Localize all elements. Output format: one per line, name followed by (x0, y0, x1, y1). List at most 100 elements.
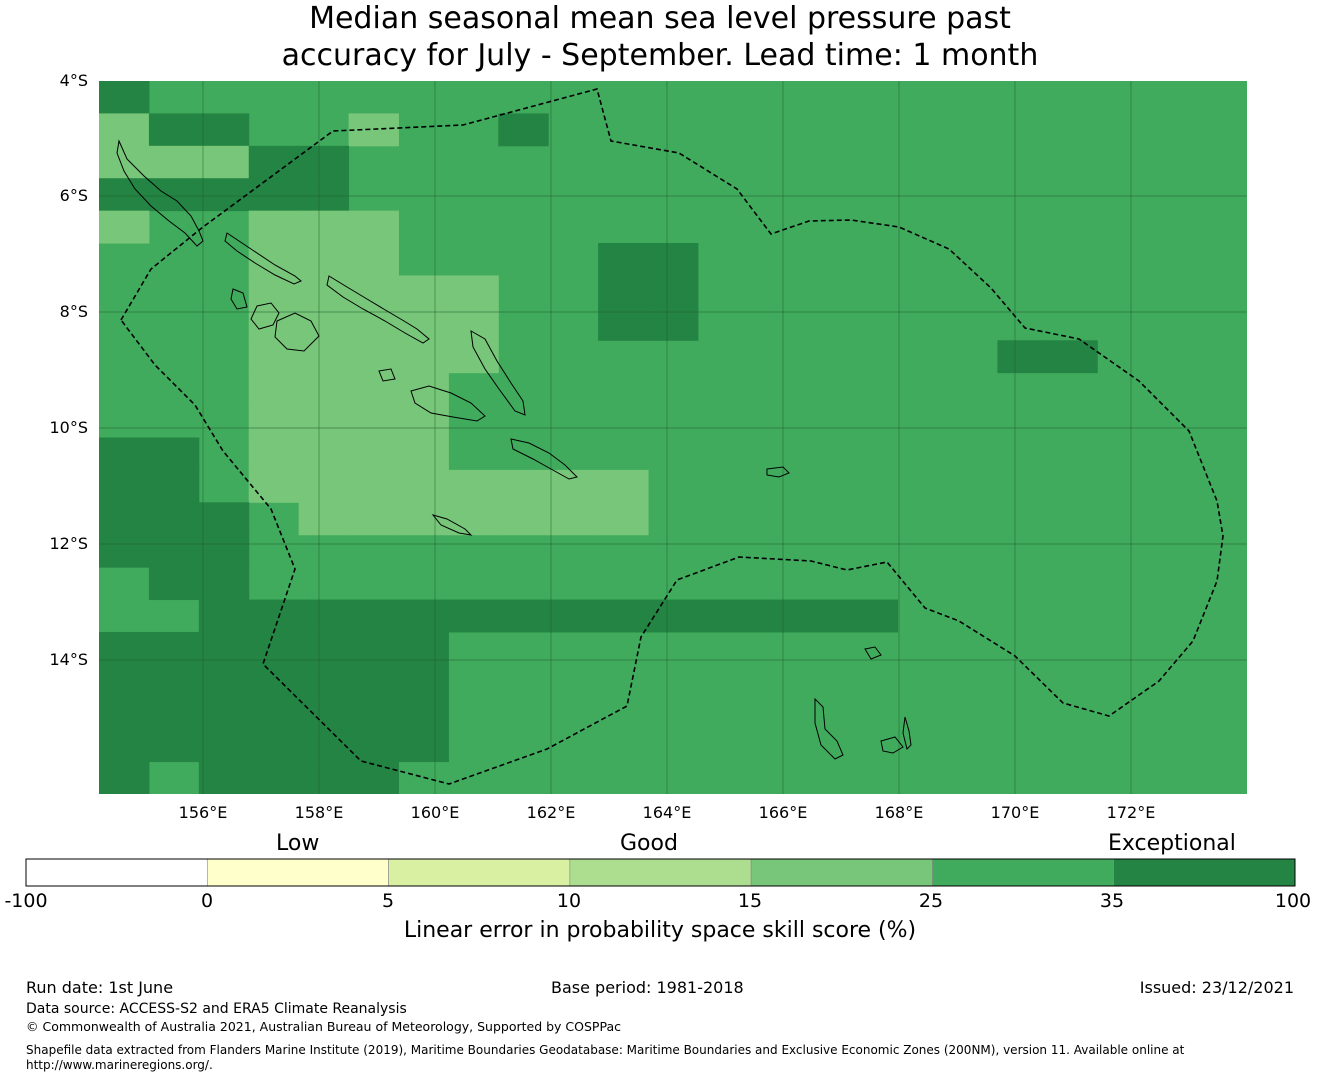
skill-cell (198, 178, 250, 212)
skill-cell (99, 729, 150, 763)
skill-cell (398, 469, 449, 503)
skill-cell (448, 469, 499, 503)
skill-cell (298, 307, 350, 341)
skill-cell (398, 631, 449, 665)
skill-cell (648, 307, 699, 341)
shapefile-credit: Shapefile data extracted from Flanders M… (26, 1043, 1306, 1073)
colorbar-tick-label: 10 (556, 890, 582, 912)
skill-cell (248, 729, 300, 763)
colorbar-tick-label: -100 (4, 890, 48, 912)
base-period: Base period: 1981-2018 (551, 978, 744, 997)
coast-rennell (431, 514, 473, 536)
skill-cell (99, 696, 150, 730)
skill-cell (99, 761, 150, 794)
skill-cell (648, 275, 699, 309)
lat-tick-label: 10°S (49, 418, 88, 437)
skill-cell (198, 567, 250, 601)
skill-cell (148, 469, 200, 503)
colorbar-swatch (388, 858, 571, 887)
skill-cell (298, 243, 350, 276)
issued-date: Issued: 23/12/2021 (1139, 978, 1294, 997)
skill-cell (198, 631, 250, 665)
title-line-2: accuracy for July - September. Lead time… (281, 38, 1039, 73)
lat-tick-label: 4°S (59, 71, 88, 90)
category-label-good: Good (620, 831, 678, 856)
skill-cell (697, 599, 749, 633)
lon-tick-label: 160°E (410, 803, 460, 822)
skill-cell (148, 534, 200, 568)
skill-cell (148, 664, 200, 698)
skill-cell (99, 534, 150, 568)
skill-cell (198, 502, 250, 536)
lon-tick-label: 170°E (990, 803, 1040, 822)
skill-cell (298, 340, 350, 374)
title-line-1: Median seasonal mean sea level pressure … (309, 1, 1011, 36)
skill-cell (99, 631, 150, 665)
skill-cell (248, 696, 300, 730)
skill-cell (248, 437, 300, 471)
data-source: Data source: ACCESS-S2 and ERA5 Climate … (26, 1001, 407, 1017)
skill-cell (198, 534, 250, 568)
coast-ndeni (766, 466, 790, 478)
category-label-exceptional: Exceptional (1108, 831, 1236, 856)
skill-cell (298, 631, 350, 665)
skill-cell (598, 469, 649, 503)
skill-cell (747, 599, 799, 633)
skill-cell (598, 502, 649, 536)
colorbar-tick-label: 5 (381, 890, 395, 912)
colorbar-swatch (932, 858, 1115, 887)
skill-cell (198, 664, 250, 698)
skill-cell (398, 502, 449, 536)
colorbar-tick-label: 35 (1099, 890, 1125, 912)
category-label-low: Low (276, 831, 320, 856)
skill-cell (348, 761, 399, 794)
coast-vanuatu-malekula (880, 736, 904, 754)
skill-cell (298, 405, 350, 438)
skill-cell (248, 275, 300, 309)
skill-cell (348, 340, 399, 374)
graticule (99, 81, 1247, 794)
skill-cell (1047, 340, 1098, 374)
skill-cell (348, 437, 399, 471)
skill-cell (298, 437, 350, 471)
colorbar (25, 858, 1296, 887)
skill-map (99, 81, 1247, 794)
skill-cell (348, 502, 399, 536)
skill-cell (99, 210, 150, 244)
skill-cell (99, 81, 150, 114)
skill-cell (298, 469, 350, 503)
coast-vanuatu-pentecost (902, 716, 912, 750)
skill-cell (398, 599, 449, 633)
colorbar-outline (25, 858, 1296, 887)
skill-cell (99, 178, 150, 212)
skill-cell (248, 599, 300, 633)
colorbar-swatch (206, 858, 389, 887)
skill-cell (498, 502, 549, 536)
skill-cell (348, 696, 399, 730)
skill-cell (248, 307, 300, 341)
skill-cell (448, 502, 499, 536)
skill-cell (298, 145, 350, 179)
coast-new-georgia (250, 302, 280, 330)
skill-cell (548, 599, 599, 633)
skill-cell (398, 405, 449, 438)
skill-cell (298, 178, 350, 212)
skill-cell (298, 372, 350, 406)
skill-cell (248, 469, 300, 503)
skill-cell (99, 469, 150, 503)
skill-cell (398, 696, 449, 730)
skill-cell (448, 340, 499, 374)
skill-cell (448, 599, 499, 633)
skill-cell (298, 761, 350, 794)
coast-santa-isabel (326, 275, 430, 344)
coast-malaita (470, 330, 526, 416)
skill-cell (148, 145, 200, 179)
lon-tick-label: 166°E (758, 803, 808, 822)
skill-cell (148, 631, 200, 665)
coast-new-georgia-2 (274, 312, 320, 352)
skill-cell (198, 145, 250, 179)
coastlines (116, 139, 912, 760)
skill-cell (99, 664, 150, 698)
skill-cell (148, 567, 200, 601)
skill-cell (348, 469, 399, 503)
